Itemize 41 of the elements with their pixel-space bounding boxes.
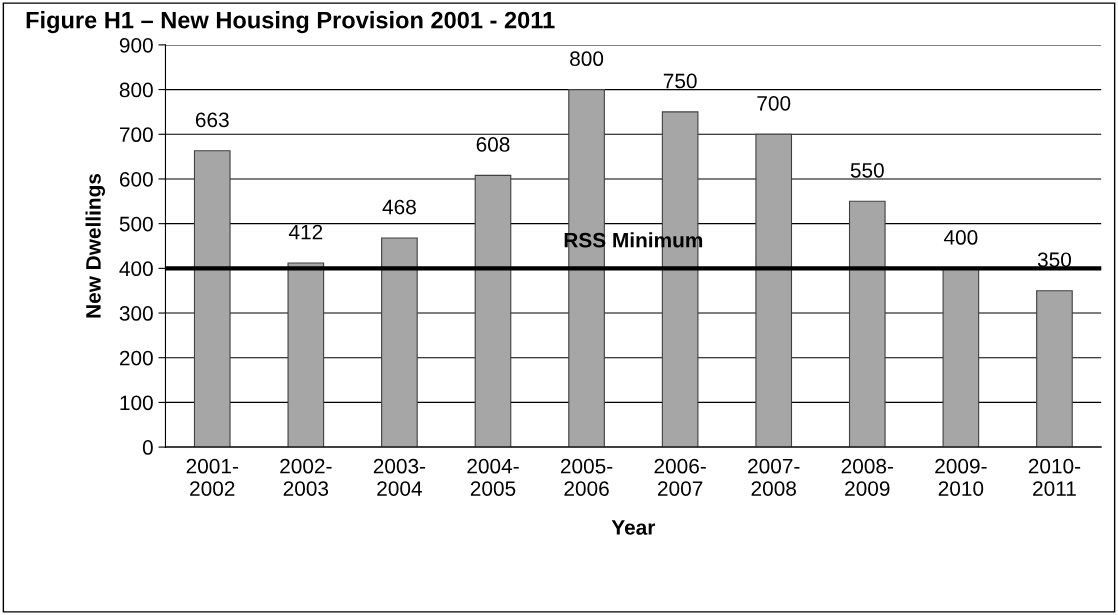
x-tick-label: 2008- 2009 (841, 458, 894, 496)
data-label: 700 (757, 95, 791, 111)
data-label: 663 (195, 112, 229, 128)
y-tick-label: 400 (119, 261, 153, 277)
chart-title: Figure H1 – New Housing Provision 2001 - 2011 (26, 11, 555, 34)
data-label: 350 (1037, 252, 1072, 268)
y-axis-title: New Dwellings (85, 173, 106, 318)
bar (1036, 290, 1073, 448)
x-tick-label: 2001- 2002 (186, 458, 238, 496)
y-tick-label: 100 (120, 395, 153, 411)
bar (193, 150, 231, 448)
y-tick-label: 700 (119, 127, 153, 143)
data-label: 468 (382, 199, 416, 215)
y-tick-label: 300 (119, 306, 153, 321)
x-tick-label: 2010- 2011 (1028, 458, 1081, 496)
data-label: 412 (288, 224, 323, 240)
data-label: 400 (943, 230, 978, 245)
x-tick-label: 2006- 2007 (654, 458, 706, 496)
x-tick-label: 2009- 2010 (935, 458, 987, 496)
y-tick-label: 600 (119, 171, 153, 187)
x-tick-label: 2004- 2005 (467, 458, 519, 496)
x-tick-label: 2007- 2008 (748, 458, 800, 496)
data-label: 550 (850, 163, 884, 178)
x-tick-label: 2002- 2003 (280, 458, 332, 496)
bar (474, 174, 512, 448)
y-tick-label: 500 (119, 216, 153, 232)
data-label: 800 (570, 51, 604, 67)
y-tick-label: 900 (119, 37, 153, 53)
bar (942, 267, 980, 448)
bar (848, 200, 886, 448)
bar (755, 133, 793, 448)
x-tick-label: 2003- 2004 (373, 458, 426, 496)
bar (381, 237, 418, 448)
data-label: 750 (663, 73, 697, 89)
data-label: 608 (476, 137, 510, 152)
bar (287, 262, 325, 448)
x-tick-label: 2005- 2006 (560, 458, 613, 496)
x-axis-title: Year (611, 520, 656, 535)
y-tick-label: 800 (119, 82, 153, 98)
y-tick-label: 0 (142, 440, 153, 455)
y-tick-label: 200 (119, 350, 153, 366)
